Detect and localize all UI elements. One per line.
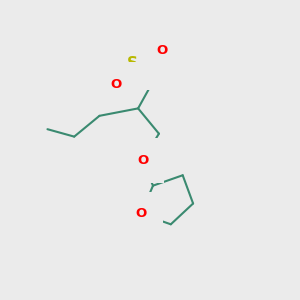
Text: O: O [156,44,167,57]
Text: O: O [110,78,122,91]
Text: S: S [127,56,138,71]
Text: Cl: Cl [109,38,123,51]
Text: O: O [137,154,148,167]
Text: O: O [136,207,147,220]
